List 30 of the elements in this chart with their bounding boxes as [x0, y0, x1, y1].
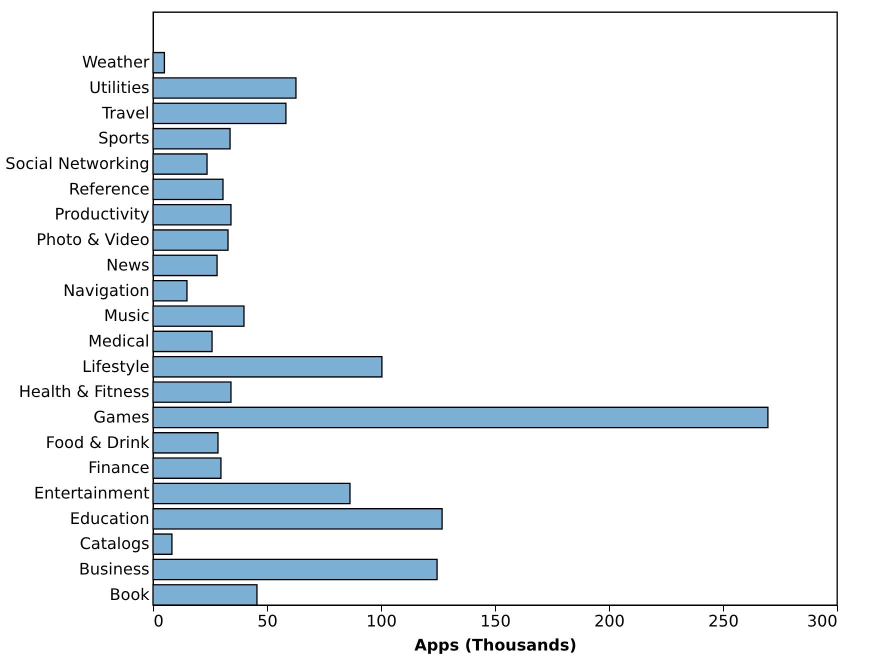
y-tick-label: Finance: [88, 458, 150, 478]
y-tick-label: Music: [104, 306, 150, 326]
y-tick-label: Photo & Video: [36, 230, 150, 250]
y-tick-label: Food & Drink: [46, 432, 150, 452]
y-tick-label: Entertainment: [34, 483, 150, 502]
y-tick-label: Catalogs: [80, 534, 150, 554]
y-tick-label: Health & Fitness: [18, 382, 150, 402]
y-tick-label: Book: [110, 584, 150, 604]
y-tick-label: Travel: [100, 103, 150, 122]
y-tick-label: Utilities: [89, 78, 150, 98]
y-tick-label: Reference: [68, 179, 150, 198]
y-tick-label: Business: [78, 560, 150, 579]
y-tick-label: Social Networking: [5, 154, 150, 174]
x-tick-label: 50: [257, 612, 278, 630]
y-tick-label: Lifestyle: [82, 356, 150, 376]
y-tick-label: Weather: [82, 52, 150, 72]
x-tick-label: 300: [806, 612, 838, 630]
y-tick-label: Games: [94, 407, 150, 426]
x-axis-title: Apps (Thousands): [414, 636, 577, 654]
y-tick-label: Education: [70, 508, 150, 528]
x-tick-label: 100: [366, 612, 397, 630]
y-tick-label: News: [106, 255, 150, 274]
x-tick-label: 0: [154, 612, 164, 630]
y-tick-label: Productivity: [54, 204, 150, 224]
x-tick-label: 150: [480, 612, 511, 630]
x-tick-label: 250: [708, 612, 739, 630]
x-tick-label: 200: [594, 612, 625, 630]
y-tick-label: Navigation: [63, 280, 150, 300]
y-tick-label: Sports: [98, 128, 150, 148]
y-tick-label: Medical: [88, 331, 150, 350]
